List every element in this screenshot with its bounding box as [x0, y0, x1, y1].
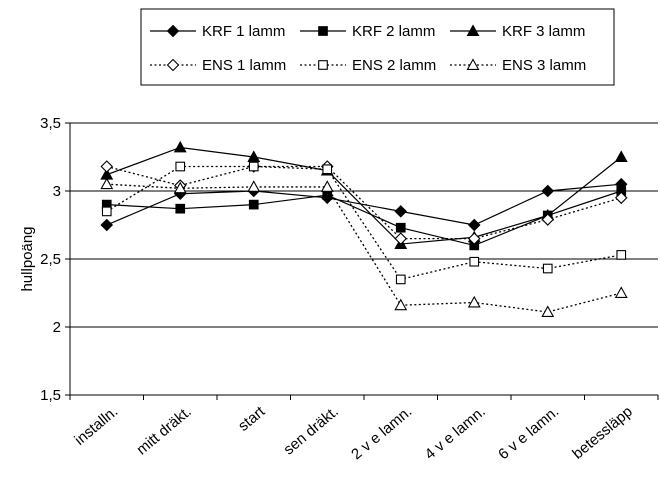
legend-item-ens-2-lamm: ENS 2 lamm	[300, 57, 436, 74]
point-ens-1-lamm-4	[394, 232, 408, 245]
point-ens-3-lamm-4	[394, 298, 408, 311]
x-tick-labels: installn. mitt dräkt. start sen dräkt. 2 v e…	[71, 403, 635, 464]
x-tick-label-2-v-e-lamn: 2 v e lamn.	[348, 403, 415, 463]
legend-marker-krf-3-lamm	[466, 24, 480, 36]
legend: KRF 1 lamm KRF 2 lamm KRF 3 lamm ENS 1 lamm…	[150, 23, 586, 74]
legend-label-ens-2-lamm: ENS 2 lamm	[352, 57, 436, 74]
legend-label-ens-3-lamm: ENS 3 lamm	[502, 57, 586, 74]
legend-marker-krf-1-lamm	[166, 24, 180, 38]
legend-label-ens-1-lamm: ENS 1 lamm	[202, 57, 286, 74]
point-ens-2-lamm-7	[616, 250, 627, 260]
x-tick-label-sen-dr-kt: sen dräkt.	[280, 403, 341, 458]
point-ens-3-lamm-0	[100, 177, 114, 190]
legend-label-krf-3-lamm: KRF 3 lamm	[502, 23, 585, 40]
y-tick-label-4: 3,5	[40, 115, 61, 132]
legend-item-krf-3-lamm: KRF 3 lamm	[450, 23, 585, 40]
point-krf-3-lamm-1	[173, 140, 187, 153]
point-ens-1-lamm-7	[614, 191, 628, 205]
point-krf-2-lamm-2	[248, 199, 259, 210]
point-ens-3-lamm-6	[541, 305, 555, 317]
x-tick-label-4-v-e-lamn: 4 v e lamn.	[422, 403, 489, 463]
legend-item-krf-2-lamm: KRF 2 lamm	[300, 23, 435, 40]
point-krf-2-lamm-1	[175, 203, 186, 214]
legend-item-ens-3-lamm: ENS 3 lamm	[450, 57, 586, 74]
point-ens-2-lamm-1	[175, 161, 186, 172]
y-axis-label: hullpoäng	[19, 226, 36, 291]
point-ens-2-lamm-4	[395, 274, 406, 285]
axes	[65, 122, 659, 400]
point-krf-1-lamm-5	[467, 218, 481, 232]
legend-marker-ens-1-lamm	[166, 58, 180, 72]
legend-marker-ens-2-lamm	[318, 60, 328, 70]
x-tick-label-betessl-pp: betessläpp	[569, 403, 636, 463]
series-line-krf-1-lamm	[106, 183, 622, 226]
point-krf-2-lamm-4	[395, 222, 406, 233]
point-ens-1-lamm-5	[467, 232, 481, 245]
grid-lines	[70, 122, 658, 328]
point-ens-1-lamm-6	[541, 213, 555, 226]
point-ens-2-lamm-3	[322, 164, 333, 175]
point-ens-3-lamm-3	[320, 180, 334, 192]
legend-item-krf-1-lamm: KRF 1 lamm	[150, 23, 285, 40]
point-ens-2-lamm-0	[101, 206, 112, 217]
point-krf-1-lamm-0	[100, 218, 114, 232]
legend-marker-krf-2-lamm	[318, 26, 328, 36]
legend-label-krf-1-lamm: KRF 1 lamm	[202, 23, 285, 40]
point-krf-1-lamm-6	[541, 184, 555, 198]
legend-label-krf-2-lamm: KRF 2 lamm	[352, 23, 435, 40]
point-ens-1-lamm-0	[100, 160, 114, 173]
series-line-krf-2-lamm	[106, 190, 622, 247]
x-tick-label-6-v-e-lamn: 6 v e lamn.	[495, 403, 562, 463]
y-tick-label-3: 3	[53, 183, 61, 200]
point-ens-2-lamm-5	[469, 256, 480, 267]
y-tick-labels: 1,5 2 2,5 3 3,5	[40, 115, 61, 404]
point-ens-3-lamm-5	[467, 295, 481, 308]
x-tick-label-mitt-dr-kt: mitt dräkt.	[133, 403, 194, 458]
point-ens-2-lamm-2	[248, 161, 259, 172]
series-ens-3-lamm	[100, 177, 628, 317]
point-ens-3-lamm-1	[173, 181, 187, 194]
series-ens-2-lamm	[101, 161, 627, 285]
series-line-ens-1-lamm	[106, 165, 622, 240]
series-line-krf-3-lamm	[106, 146, 622, 245]
legend-box	[140, 8, 615, 86]
x-tick-label-start: start	[235, 403, 269, 435]
y-tick-label-0: 1,5	[40, 387, 61, 404]
legend-item-ens-1-lamm: ENS 1 lamm	[150, 57, 286, 74]
y-tick-label-1: 2	[53, 319, 61, 336]
series-group	[100, 140, 628, 317]
series-line-ens-3-lamm	[106, 183, 622, 313]
point-ens-3-lamm-7	[614, 286, 628, 298]
point-krf-3-lamm-7	[614, 150, 628, 162]
point-krf-1-lamm-4	[394, 205, 408, 218]
x-tick-label-installn: installn.	[71, 403, 121, 449]
point-ens-2-lamm-6	[542, 263, 553, 274]
y-tick-label-2: 2,5	[40, 251, 61, 268]
point-ens-3-lamm-2	[247, 180, 261, 192]
legend-marker-ens-3-lamm	[466, 58, 480, 70]
